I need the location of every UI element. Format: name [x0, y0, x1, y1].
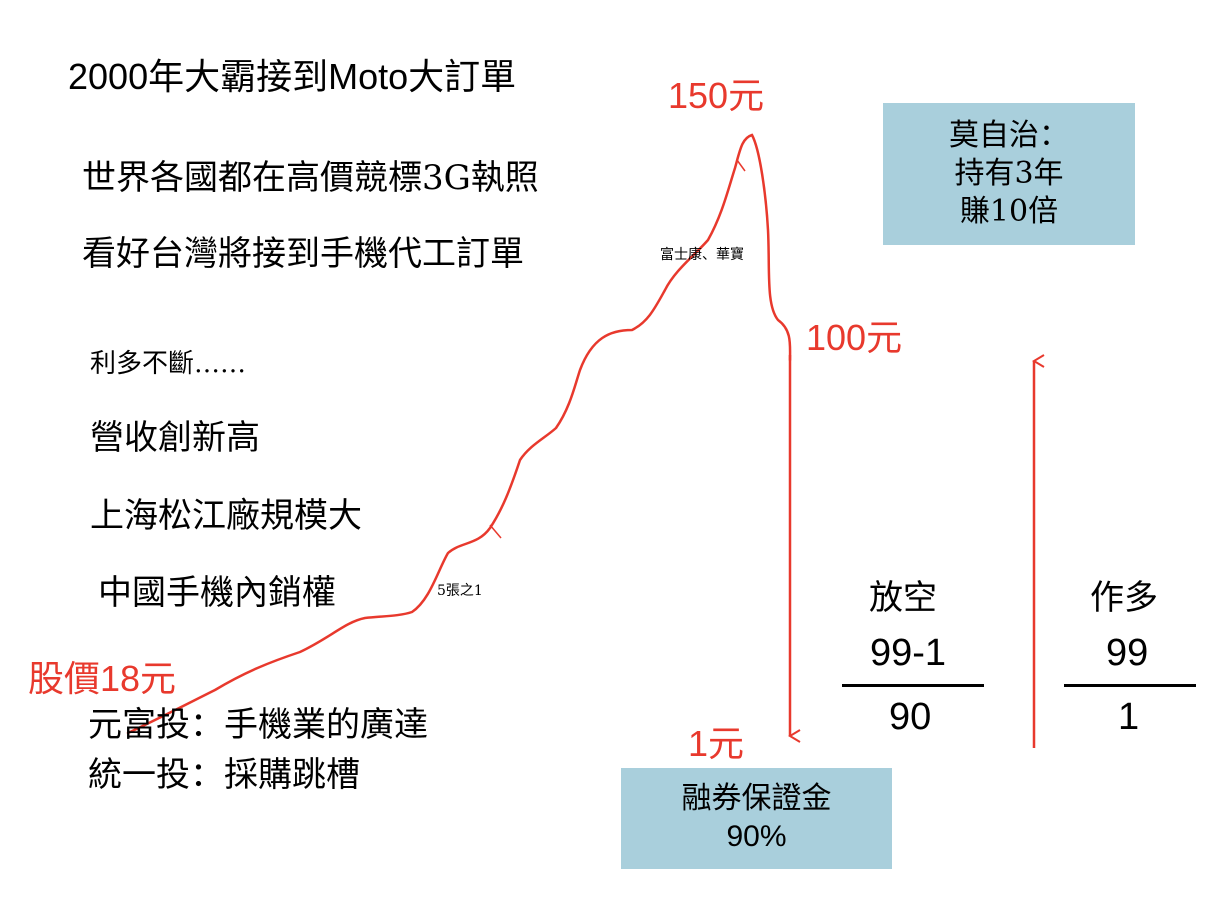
holding-info-box: 莫自治： 持有3年 賺10倍: [883, 103, 1135, 245]
margin-deposit-label: 融券保證金: [681, 781, 832, 816]
price-peak-label: 150元: [668, 75, 765, 116]
short-label: 放空: [869, 578, 937, 618]
text-line-songjiang-plant: 上海松江廠規模大: [90, 496, 362, 536]
mid-tick: [489, 524, 502, 539]
price-curve: [126, 133, 792, 735]
price-start-label: 股價18元: [28, 658, 177, 699]
text-line-handset-orders: 看好台灣將接到手機代工訂單: [82, 234, 524, 274]
margin-deposit-box: 融券保證金 90%: [621, 768, 892, 869]
text-line-good-news: 利多不斷……: [90, 349, 247, 379]
text-note-companies: 富士康、華寶: [660, 247, 744, 263]
price-drop-label: 100元: [806, 317, 903, 358]
text-line-yuanta: 元富投：手機業的廣達: [88, 705, 428, 745]
text-line-3g-licenses: 世界各國都在高價競標3G執照: [82, 158, 539, 198]
heading: 2000年大霸接到Moto大訂單: [68, 56, 517, 97]
peak-tick: [736, 159, 746, 172]
holding-info-line-1: 莫自治：: [949, 118, 1069, 153]
holding-info-line-3: 賺10倍: [959, 194, 1059, 229]
text-line-uni: 統一投：採購跳槽: [88, 755, 360, 795]
margin-deposit-value: 90%: [726, 820, 787, 853]
long-label: 作多: [1090, 578, 1158, 618]
price-bottom-label: 1元: [688, 723, 745, 764]
short-fraction-bar: [842, 684, 984, 687]
text-line-revenue-high: 營收創新高: [90, 418, 260, 458]
short-denominator: 90: [889, 696, 932, 738]
holding-info-line-2: 持有3年: [954, 156, 1064, 191]
long-fraction-bar: [1064, 684, 1196, 687]
text-note-one-of-five: 5張之1: [437, 583, 483, 599]
long-denominator: 1: [1118, 696, 1140, 738]
text-line-china-license: 中國手機內銷權: [98, 573, 336, 613]
short-numerator: 99-1: [870, 632, 947, 674]
long-numerator: 99: [1106, 632, 1149, 674]
